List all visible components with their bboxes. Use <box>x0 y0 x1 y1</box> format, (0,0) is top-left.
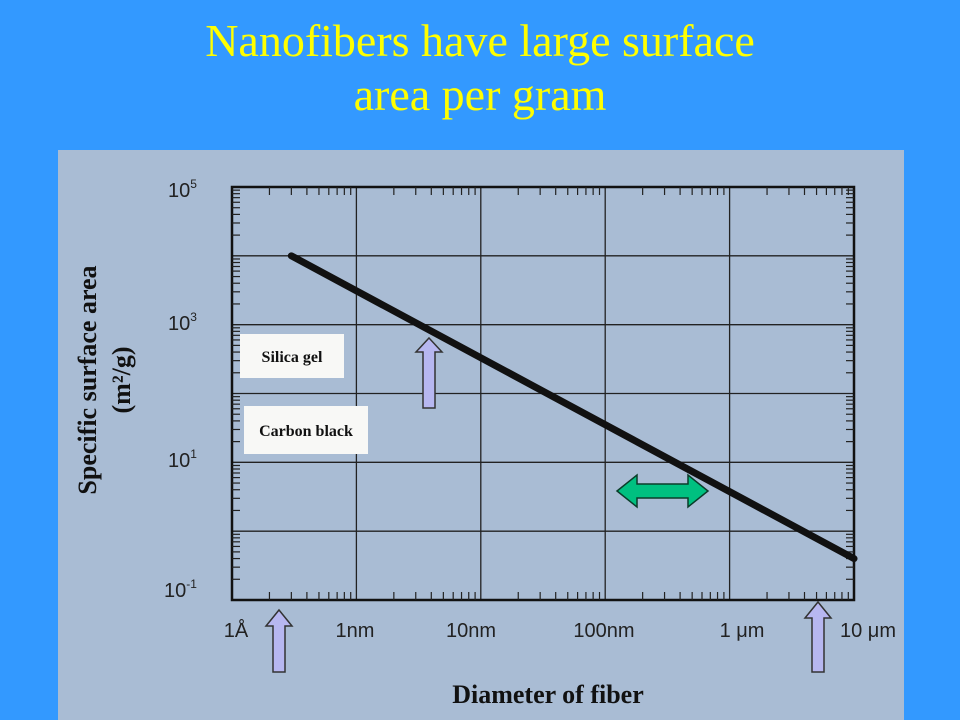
up-arrow-icon <box>264 608 294 673</box>
carbon-black-annotation: Carbon black <box>244 406 368 454</box>
x-tick-label: 10nm <box>446 620 496 642</box>
silica-gel-box <box>240 334 344 378</box>
x-axis-label: Diameter of fiber <box>452 680 644 709</box>
y-tick-label: 101 <box>168 447 197 472</box>
x-tick-label: 1Å <box>224 619 249 642</box>
title-line-1: Nanofibers have large surface <box>205 15 755 66</box>
x-tick-labels: 1Å 1nm 10nm 100nm 1 μm 10 μm <box>224 619 896 642</box>
carbon-black-label: Carbon black <box>259 423 353 440</box>
plot-frame <box>230 185 856 602</box>
x-tick-label: 10 μm <box>840 620 896 642</box>
y-tick-label: 103 <box>168 310 197 335</box>
x-tick-label: 1nm <box>336 620 375 642</box>
title-line-2: area per gram <box>353 69 607 120</box>
y-tick-labels: 105 103 101 10-1 <box>164 177 197 602</box>
y-axis-label-line1: Specific surface area <box>73 265 102 494</box>
data-series-line <box>287 252 858 563</box>
up-arrow-icon <box>803 600 833 673</box>
chart-grid <box>232 187 854 600</box>
x-tick-label: 1 μm <box>720 620 765 642</box>
y-tick-label: 105 <box>168 177 197 202</box>
up-arrow-icon <box>414 336 444 409</box>
silica-gel-annotation: Silica gel <box>240 334 344 378</box>
carbon-black-box <box>244 406 368 454</box>
x-tick-label: 100nm <box>573 620 634 642</box>
minor-ticks <box>232 187 854 600</box>
y-axis-label: Specific surface area (m²/g) <box>73 265 136 494</box>
y-tick-label: 10-1 <box>164 577 197 602</box>
double-arrow-icon <box>615 473 710 509</box>
y-axis-label-line2: (m²/g) <box>107 347 136 414</box>
slide-title: Nanofibers have large surface area per g… <box>0 14 960 122</box>
overlay-arrows <box>264 336 833 673</box>
silica-gel-label: Silica gel <box>262 349 323 366</box>
